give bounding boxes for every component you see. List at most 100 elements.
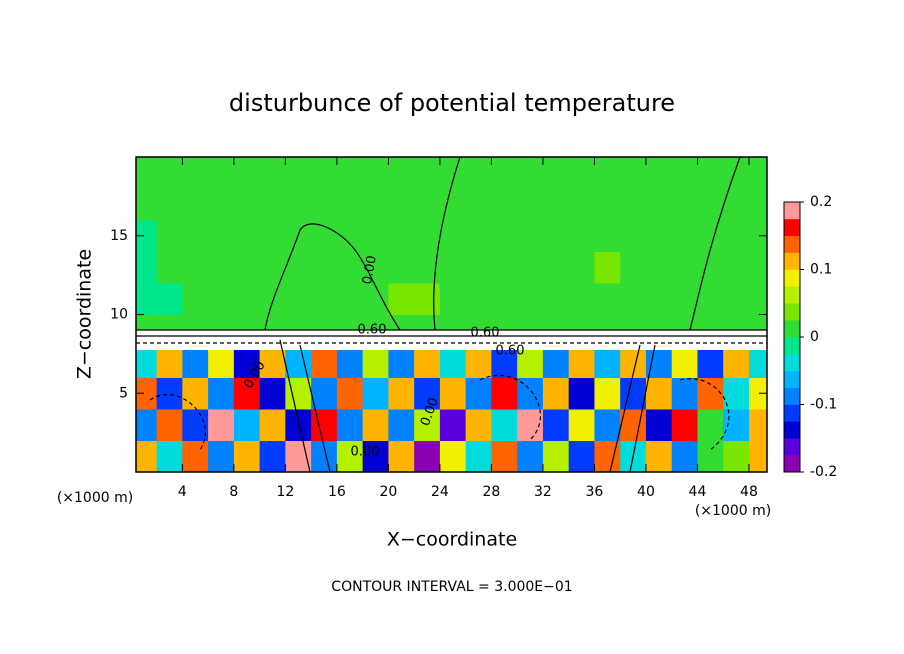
colorbar-band — [784, 269, 800, 287]
field-cell — [697, 157, 724, 189]
field-cell — [697, 283, 724, 315]
field-cell — [491, 188, 518, 221]
field-cell — [388, 409, 415, 441]
x-tick-label: 32 — [534, 484, 552, 500]
field-cell — [208, 188, 235, 221]
field-cell — [388, 346, 415, 378]
field-cell — [748, 251, 768, 284]
field-cell — [285, 251, 312, 284]
x-axis-title: X−coordinate — [387, 529, 517, 551]
field-cell — [671, 251, 698, 284]
field-cell — [336, 157, 364, 189]
field-cell — [156, 220, 183, 252]
field-cell — [491, 157, 518, 189]
colorbar-band — [784, 235, 800, 253]
field-cell — [723, 409, 750, 441]
field-cell — [136, 251, 158, 284]
field-cell — [336, 251, 364, 284]
field-cell — [542, 346, 570, 378]
colorbar-band — [784, 353, 800, 372]
field-cell — [620, 377, 647, 410]
contour-lines — [136, 156, 767, 473]
field-cell — [233, 220, 261, 252]
contour-line — [279, 339, 331, 473]
field-cell — [311, 157, 338, 189]
field-cell — [285, 157, 312, 189]
field-cell — [388, 377, 415, 410]
field-cell — [465, 283, 492, 315]
field-cell — [723, 220, 750, 252]
field-cell — [748, 283, 768, 315]
field — [136, 157, 768, 473]
field-cell — [259, 409, 286, 441]
x-tick-label: 48 — [740, 484, 758, 500]
field-cell — [233, 157, 261, 189]
colorbar-band — [784, 218, 800, 237]
field-cell — [362, 409, 389, 441]
field-cell — [748, 220, 768, 252]
field-cell — [362, 220, 389, 252]
field-cell — [594, 251, 621, 284]
field-cell — [723, 157, 750, 189]
field-cell — [439, 220, 467, 252]
field-cell — [439, 251, 467, 284]
field-cell — [723, 440, 750, 473]
field-cell — [645, 346, 673, 378]
field-cell — [182, 377, 209, 410]
field-cell — [568, 220, 595, 252]
field-cell — [414, 283, 441, 315]
field-cell — [362, 377, 389, 410]
field-cell — [465, 440, 492, 473]
field-cell — [697, 346, 724, 378]
colorbar-band — [784, 252, 800, 270]
x-unit-label: (×1000 m) — [695, 503, 771, 519]
field-cell — [439, 346, 467, 378]
field-cell — [723, 251, 750, 284]
field-cell — [517, 283, 544, 315]
field-cell — [748, 188, 768, 221]
field-cell — [233, 251, 261, 284]
field-cell — [388, 283, 415, 315]
field-cell — [311, 346, 338, 378]
field-cell — [336, 283, 364, 315]
field-cell — [594, 220, 621, 252]
field-cell — [285, 440, 312, 473]
field-cell — [259, 251, 286, 284]
field-cell — [208, 157, 235, 189]
field-cell — [414, 409, 441, 441]
field-cell — [542, 409, 570, 441]
field-cell — [311, 251, 338, 284]
field-cell — [594, 283, 621, 315]
field-cell — [697, 377, 724, 410]
field-cell — [233, 409, 261, 441]
field-cell — [414, 188, 441, 221]
chart-title: disturbunce of potential temperature — [229, 89, 675, 117]
field-cell — [388, 157, 415, 189]
field-cell — [336, 377, 364, 410]
field-cell — [671, 346, 698, 378]
field-cell — [465, 157, 492, 189]
field-cell — [156, 283, 183, 315]
colorbar-band — [784, 421, 800, 439]
colorbar-band — [784, 370, 800, 388]
contour-label: 0.60 — [358, 323, 387, 338]
field-cell — [414, 157, 441, 189]
y-tick-label: 10 — [110, 307, 128, 323]
field-cell — [748, 346, 768, 378]
field-cell — [645, 157, 673, 189]
y-tick-label: 5 — [119, 385, 128, 401]
colorbar-band — [784, 320, 800, 338]
field-cell — [594, 157, 621, 189]
field-cell — [156, 251, 183, 284]
colorbar-band — [784, 387, 800, 405]
field-cell — [285, 409, 312, 441]
field-cell — [285, 283, 312, 315]
field-cell — [542, 157, 570, 189]
field-cell — [336, 346, 364, 378]
contour-line — [264, 223, 401, 331]
colorbar-label: 0.2 — [810, 194, 832, 210]
x-tick-label: 4 — [178, 484, 187, 500]
field-cell — [388, 188, 415, 221]
field-cell — [620, 409, 647, 441]
